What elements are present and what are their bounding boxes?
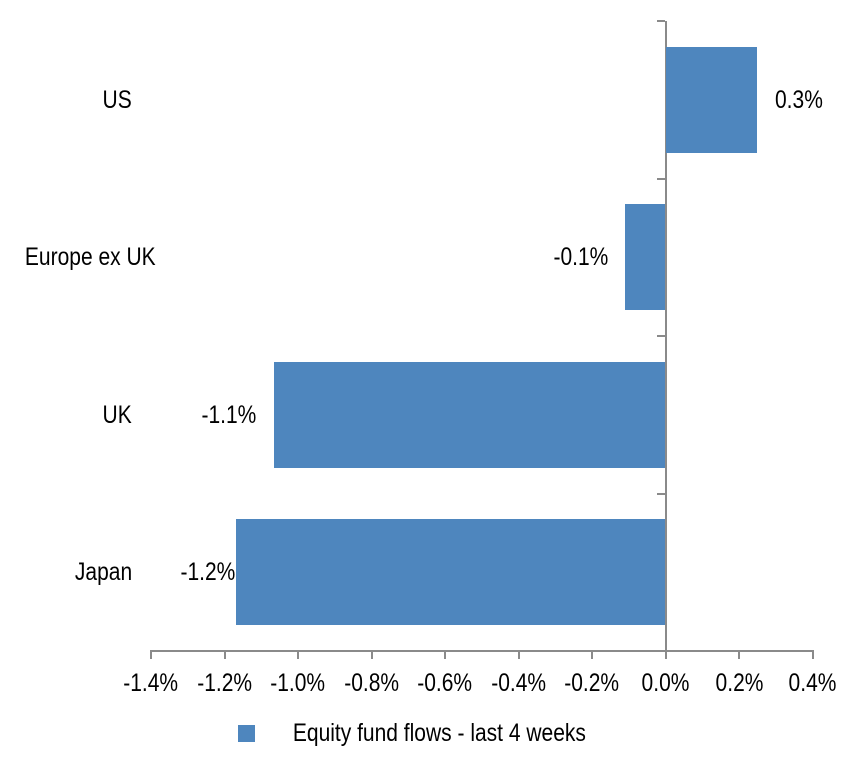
bar-japan [235, 519, 666, 626]
category-label-europe-ex-uk-text: Europe ex UK [24, 243, 156, 272]
x-axis-tick-label: -0.4% [474, 668, 564, 698]
legend-label: Equity fund flows - last 4 weeks [293, 719, 586, 747]
bar-us [665, 46, 758, 153]
x-axis-tick-label-text: -0.8% [344, 669, 399, 697]
value-label-japan: -1.2% [36, 557, 236, 587]
category-label-japan: Japan [0, 557, 132, 587]
x-axis-tick [811, 651, 814, 659]
x-axis-tick-label-text: -1.4% [123, 669, 179, 697]
x-axis-tick [444, 651, 446, 659]
x-axis-tick-label-text: -0.2% [564, 669, 620, 697]
x-axis-tick-label: 0.4% [768, 668, 852, 698]
category-label-europe-ex-uk: Europe ex UK [0, 242, 156, 272]
value-label-us: 0.3% [775, 85, 852, 115]
x-axis-tick [150, 651, 152, 659]
category-axis-tick [656, 177, 665, 180]
value-label-europe-ex-uk: -0.1% [408, 242, 608, 272]
category-axis-tick [656, 492, 665, 495]
x-axis-tick [223, 651, 226, 659]
x-axis-line [150, 650, 814, 652]
x-axis-tick [664, 651, 667, 659]
x-axis-tick-label: -1.0% [253, 668, 343, 698]
x-axis-tick-label-text: -1.0% [270, 669, 326, 697]
x-axis-tick-label: -1.2% [180, 668, 270, 698]
value-label-europe-ex-uk-text: -0.1% [553, 243, 609, 272]
x-axis-tick-label: -1.4% [106, 668, 196, 698]
value-label-uk: -1.1% [56, 400, 256, 430]
x-axis-tick-label-text: 0.4% [788, 669, 837, 697]
category-axis-tick [656, 335, 665, 337]
legend-swatch-icon [238, 724, 256, 742]
x-axis-tick-label-text: 0.2% [715, 669, 763, 697]
bar-uk [274, 361, 666, 468]
x-axis-tick [517, 651, 520, 659]
x-axis-tick-label-text: -1.2% [197, 669, 252, 697]
value-axis-zero-line [664, 21, 667, 659]
x-axis-tick-label-text: 0.0% [641, 669, 690, 697]
value-label-us-text: 0.3% [775, 85, 824, 114]
x-axis-tick-label-text: -0.4% [491, 669, 546, 697]
value-label-uk-text: -1.1% [201, 400, 257, 429]
x-axis-tick [297, 651, 299, 659]
x-axis-tick-label: 0.0% [621, 668, 711, 698]
x-axis-tick-label: -0.2% [547, 668, 637, 698]
x-axis-tick-label-text: -0.6% [417, 669, 473, 697]
category-label-japan-text: Japan [74, 558, 132, 587]
legend: Equity fund flows - last 4 weeks [0, 716, 852, 750]
x-axis-tick [738, 651, 740, 659]
category-label-us: US [0, 85, 132, 115]
category-label-uk: UK [0, 400, 132, 430]
value-label-japan-text: -1.2% [180, 558, 236, 587]
x-axis-tick-label: 0.2% [694, 668, 784, 698]
category-axis-tick [656, 20, 665, 22]
bar-europe-ex-uk [625, 204, 666, 311]
category-label-uk-text: UK [102, 400, 132, 429]
x-axis-tick [370, 651, 373, 659]
category-label-us-text: US [102, 85, 132, 114]
x-axis-tick-label: -0.6% [400, 668, 490, 698]
x-axis-tick-label: -0.8% [327, 668, 417, 698]
x-axis-tick [591, 651, 593, 659]
